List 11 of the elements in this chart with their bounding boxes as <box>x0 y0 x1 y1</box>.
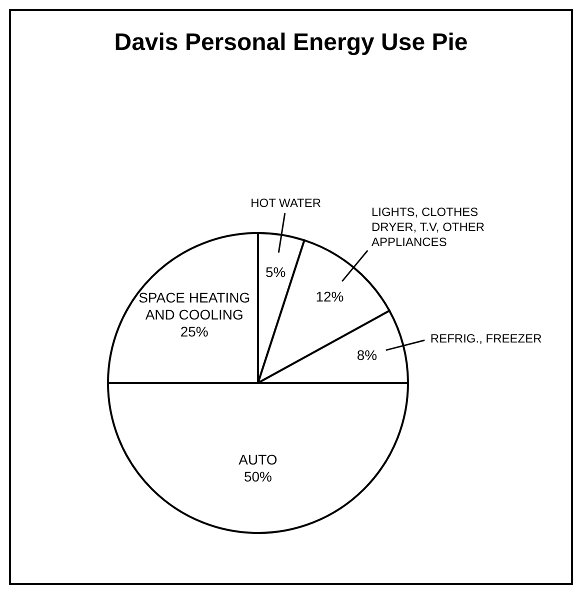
data-label: 8% <box>356 347 378 364</box>
data-label: 12% <box>316 288 344 304</box>
data-label: 25% <box>180 323 208 340</box>
slice-label: REFRIG., FREEZER <box>430 332 542 346</box>
data-label: 5% <box>265 264 286 280</box>
slice-label: AUTO <box>238 452 278 468</box>
data-label: 50% <box>244 468 272 484</box>
slice-label: SPACE HEATING AND COOLING <box>138 289 250 322</box>
chart-title: Davis Personal Energy Use Pie <box>114 29 468 56</box>
slice-label: LIGHTS, CLOTHES DRYER, T.V, OTHER APPLIANCES <box>371 204 485 249</box>
slice-label: HOT WATER <box>250 196 322 210</box>
